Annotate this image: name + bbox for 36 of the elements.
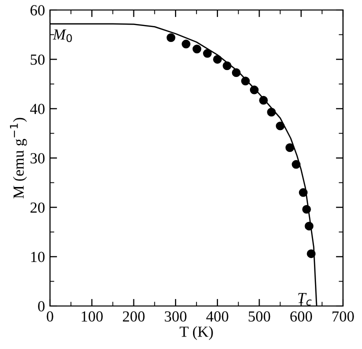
point [285, 143, 294, 152]
y-tick-label: 60 [30, 5, 45, 16]
point [292, 160, 300, 169]
point [259, 96, 268, 105]
y-tick-label: 40 [30, 104, 45, 114]
x-tick-label: 0 [46, 311, 54, 322]
annotation: M$_{0}$ [52, 30, 72, 42]
point [306, 249, 316, 258]
x-axis-title: T (K) [180, 326, 213, 340]
y-tick-label: 0 [38, 301, 45, 312]
point [182, 40, 190, 48]
point [203, 49, 212, 58]
point [192, 44, 202, 54]
x-tick-label: 300 [164, 311, 186, 322]
point [213, 54, 222, 64]
point [304, 222, 314, 230]
point [241, 76, 250, 86]
point [298, 188, 308, 197]
x-tick-label: 200 [122, 311, 145, 322]
y-tick-label: 20 [30, 202, 45, 213]
point [250, 86, 259, 94]
point [166, 33, 176, 42]
x-tick-label: 400 [206, 311, 228, 322]
x-tick-label: 500 [248, 311, 270, 322]
point [267, 108, 276, 116]
y-tick-label: 10 [31, 252, 45, 262]
point [232, 68, 241, 78]
point [276, 122, 285, 130]
y-tick-label: 50 [30, 54, 45, 65]
point [302, 204, 311, 214]
x-tick-label: 700 [332, 311, 354, 322]
point [222, 61, 232, 70]
x-tick-label: 600 [290, 311, 312, 322]
x-tick-label: 100 [82, 311, 103, 322]
y-tick-label: 30 [30, 153, 45, 164]
y-axis-title: M (emu g$^{−1}$) [10, 118, 27, 198]
